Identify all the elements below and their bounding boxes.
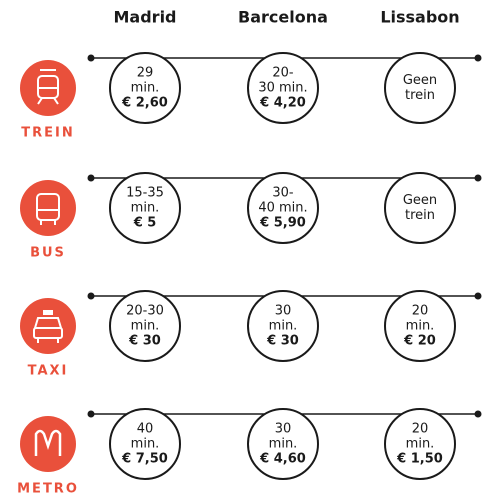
cell-circle	[247, 290, 319, 362]
cell-price: € 4,60	[259, 452, 306, 467]
dot	[474, 54, 482, 62]
dot	[87, 292, 95, 300]
column-header: Lissabon	[380, 8, 459, 27]
cell-price: € 30	[128, 334, 161, 349]
cell-text: 15-35	[126, 186, 164, 201]
cell-price: € 7,50	[121, 452, 168, 467]
metro-icon	[20, 416, 76, 472]
cell-text: trein	[405, 208, 435, 223]
cell-circle	[109, 172, 181, 244]
cell-circle	[384, 408, 456, 480]
cell-text: 30	[275, 304, 292, 319]
cell-text: Geen	[403, 73, 437, 88]
mode-label: TREIN	[21, 126, 74, 141]
cell-text: min.	[269, 437, 298, 452]
cell-text: trein	[405, 88, 435, 103]
cell-price: € 4,20	[259, 96, 306, 111]
cell-text: min.	[131, 201, 160, 216]
cell-text: min.	[406, 437, 435, 452]
cell-text: 30 min.	[258, 81, 307, 96]
cell-text: min.	[406, 319, 435, 334]
cell-text: 20-30	[126, 304, 164, 319]
column-header: Barcelona	[238, 8, 328, 27]
cell-text: 20	[412, 304, 429, 319]
cell-circle	[384, 290, 456, 362]
cell-circle	[247, 172, 319, 244]
cell-text: 20-	[272, 66, 294, 81]
cell-price: € 30	[266, 334, 299, 349]
dot	[87, 54, 95, 62]
icons	[20, 60, 76, 472]
cell-circle	[109, 408, 181, 480]
cell-text: 30	[275, 422, 292, 437]
train-icon	[20, 60, 76, 116]
dot	[474, 292, 482, 300]
cell-text: min.	[269, 319, 298, 334]
cell-text: 40 min.	[258, 201, 307, 216]
dot	[474, 410, 482, 418]
cell-text: 40	[137, 422, 154, 437]
cell-text: 29	[137, 66, 154, 81]
mode-label: BUS	[30, 246, 66, 261]
cell-price: € 1,50	[396, 452, 443, 467]
cell-text: min.	[131, 437, 160, 452]
cell-circle	[109, 52, 181, 124]
cell-price: € 5	[133, 216, 157, 231]
cell-text: min.	[131, 319, 160, 334]
cell-price: € 5,90	[259, 216, 306, 231]
cell-circle	[247, 52, 319, 124]
dot	[87, 174, 95, 182]
cell-circle	[247, 408, 319, 480]
cell-price: € 2,60	[121, 96, 168, 111]
bus-icon	[20, 180, 76, 236]
cell-text: 30-	[272, 186, 294, 201]
cell-text: min.	[131, 81, 160, 96]
cell-text: 20	[412, 422, 429, 437]
column-header: Madrid	[114, 8, 177, 27]
cell-price: € 20	[403, 334, 436, 349]
taxi-icon	[20, 298, 76, 354]
mode-label: TAXI	[28, 364, 69, 379]
cell-circle	[384, 52, 456, 124]
dot	[474, 174, 482, 182]
mode-label: METRO	[17, 482, 79, 496]
cell-circle	[109, 290, 181, 362]
dot	[87, 410, 95, 418]
cell-circle	[384, 172, 456, 244]
cell-text: Geen	[403, 193, 437, 208]
